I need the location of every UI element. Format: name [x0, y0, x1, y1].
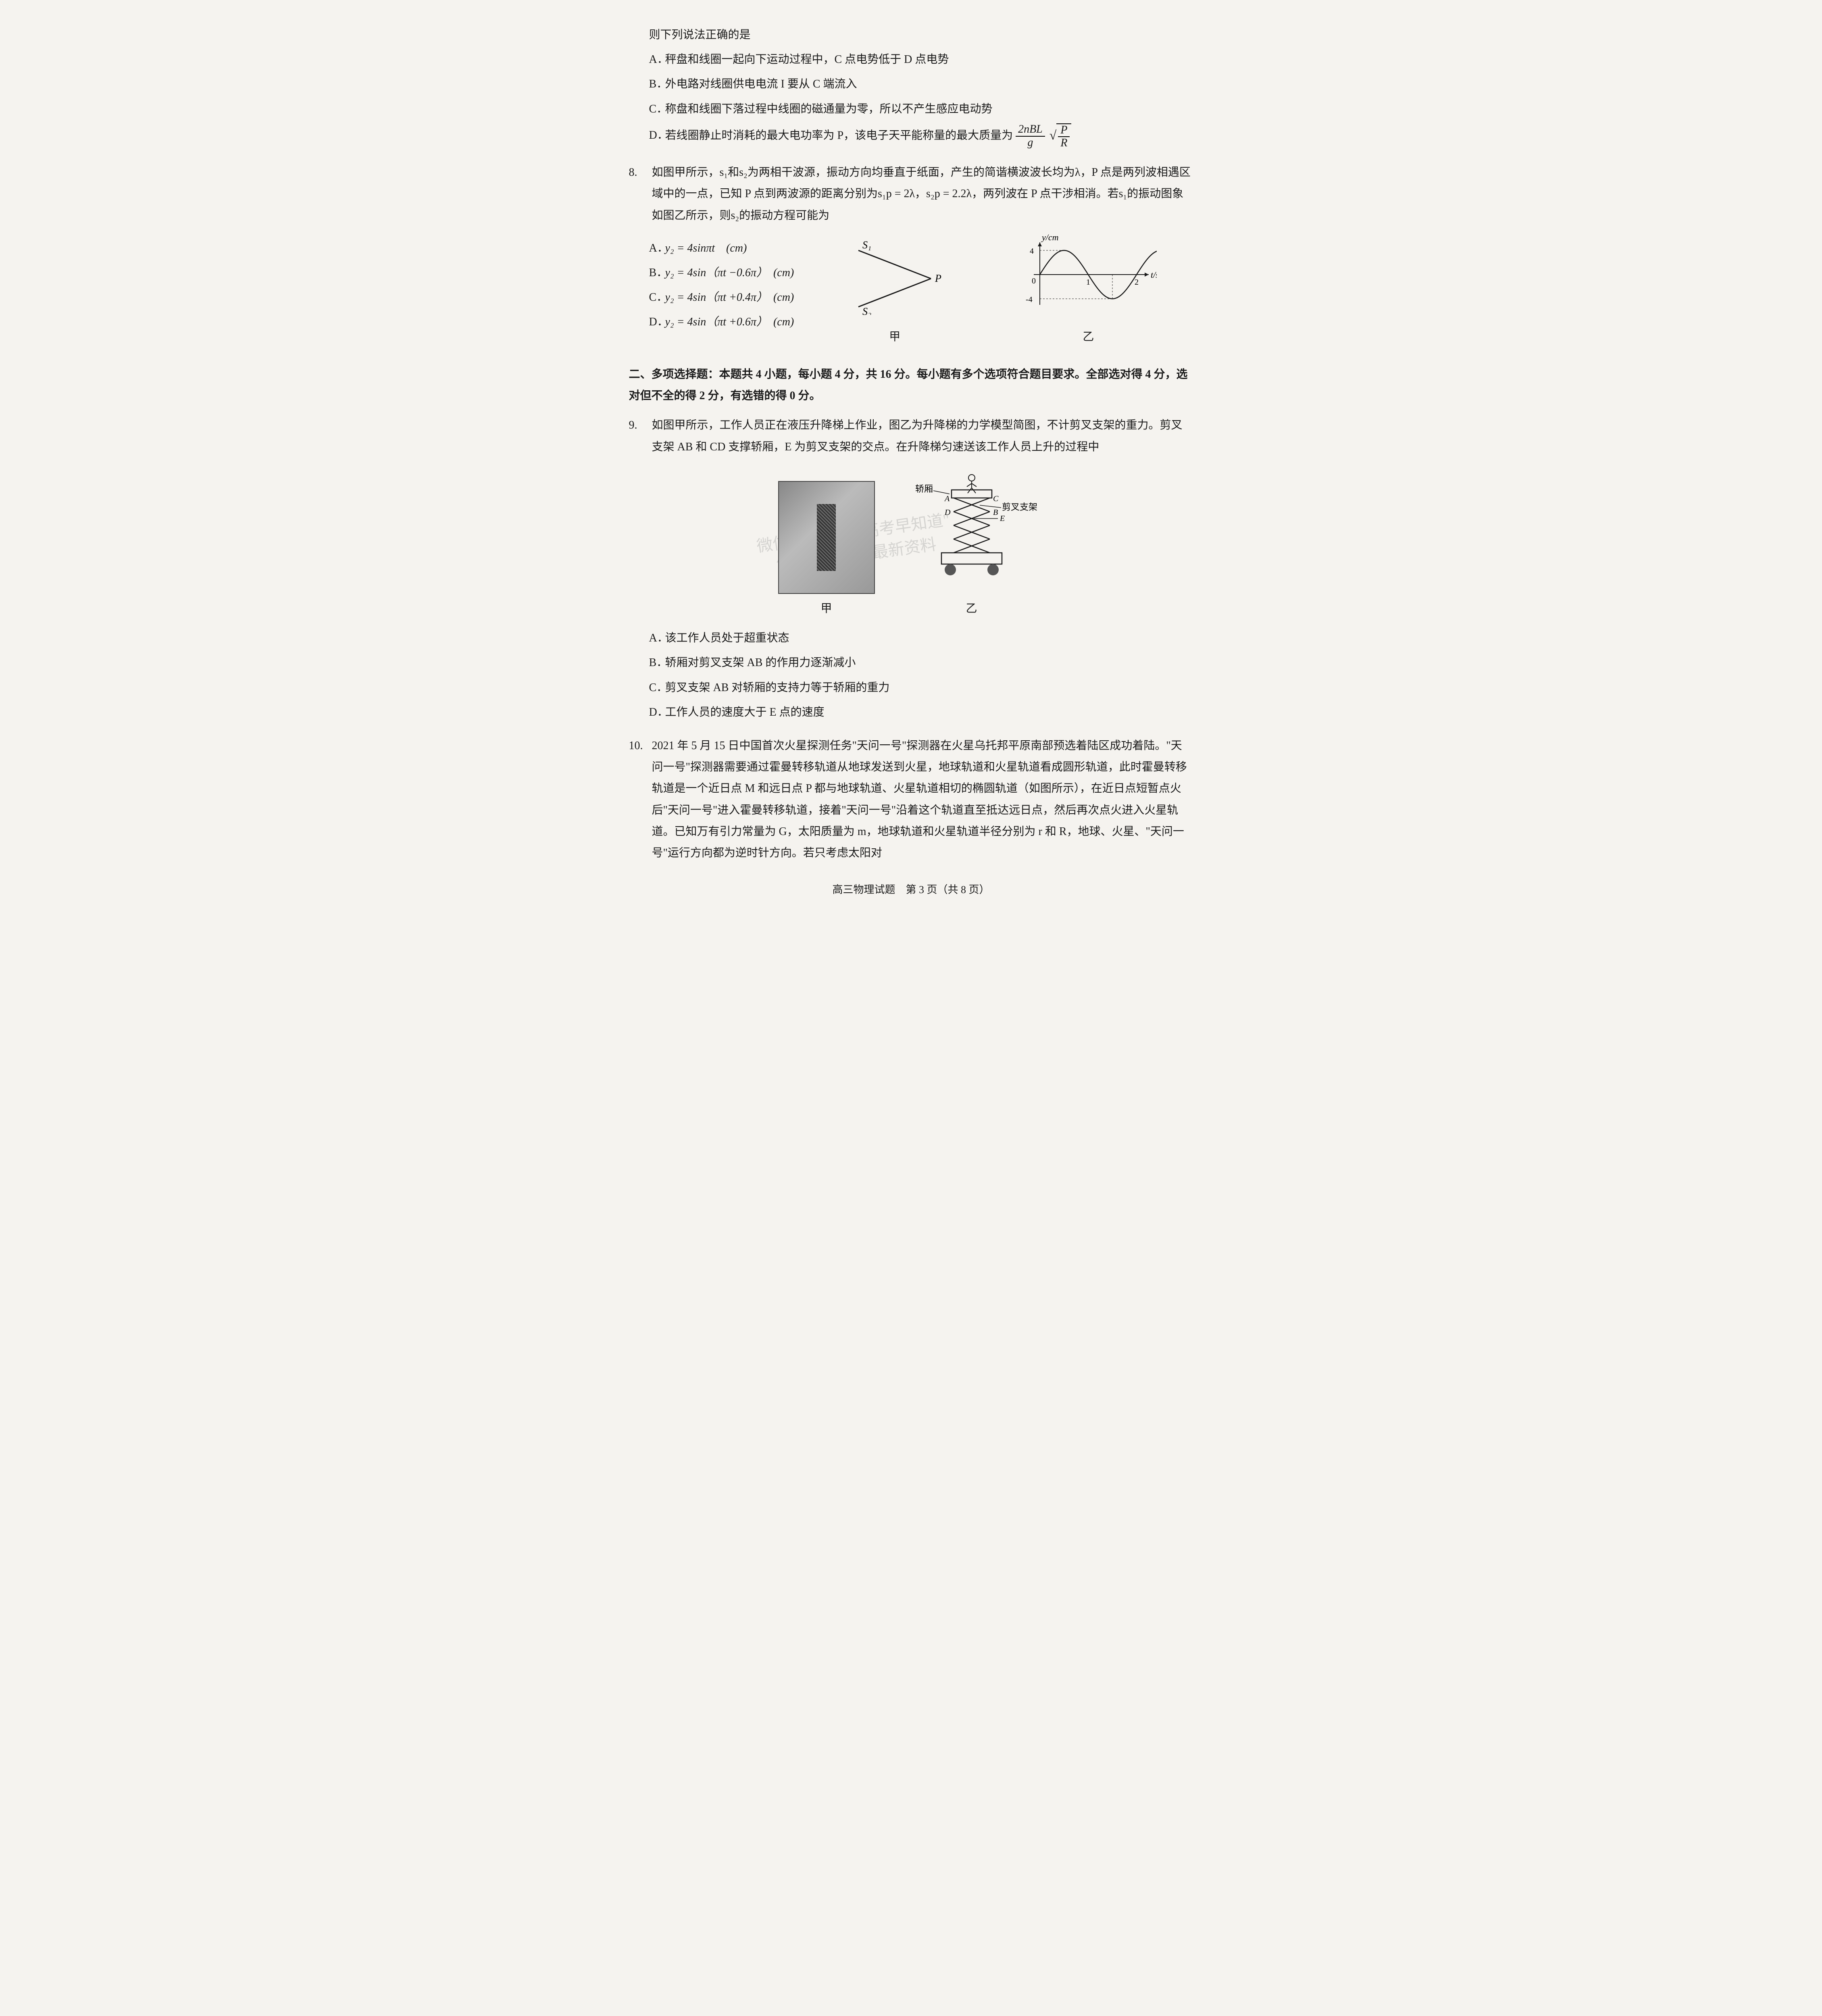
option-label: B． [649, 73, 665, 95]
diagram-label: 甲 [778, 598, 875, 619]
option-label: A． [649, 49, 665, 70]
diagram-label: 乙 [899, 598, 1044, 619]
diagram-yi-model: 轿厢 A C D BE 剪叉支架 乙 [899, 466, 1044, 619]
question-stem: 如图甲所示，s₁和s₂为两相干波源，振动方向均垂直于纸面，产生的简谐横波波长均为… [652, 162, 1192, 226]
svg-text:A: A [944, 494, 950, 503]
option-label: C． [649, 98, 665, 120]
section2-header: 二、多项选择题：本题共 4 小题，每小题 4 分，共 16 分。每小题有多个选项… [629, 364, 1193, 406]
question-number: 8. [629, 162, 649, 183]
q10: 10. 2021 年 5 月 15 日中国首次火星探测任务"天问一号"探测器在火… [629, 735, 1193, 864]
svg-text:-4: -4 [1026, 295, 1033, 304]
q8-diagrams: S₁ S₂ P 甲 y/cm t/s 4 -4 0 1 2 乙 [806, 234, 1193, 348]
q8-option-d: D．y₂ = 4sin（πt +0.6π） (cm) [629, 311, 794, 333]
q8: 8. 如图甲所示，s₁和s₂为两相干波源，振动方向均垂直于纸面，产生的简谐横波波… [629, 162, 1193, 348]
question-stem: 如图甲所示，工作人员正在液压升降梯上作业，图乙为升降梯的力学模型简图，不计剪叉支… [652, 414, 1192, 457]
svg-text:y/cm: y/cm [1041, 234, 1059, 242]
q7-option-a: A．秤盘和线圈一起向下运动过程中，C 点电势低于 D 点电势 [629, 49, 1193, 70]
diagram-jia: S₁ S₂ P 甲 [842, 238, 947, 348]
sine-wave-chart: y/cm t/s 4 -4 0 1 2 [1020, 234, 1157, 315]
q8-option-a: A．y₂ = 4sinπt (cm) [629, 237, 794, 259]
option-label: C． [649, 677, 665, 698]
option-label: D． [649, 702, 665, 723]
q7-stem: 则下列说法正确的是 [629, 24, 1193, 46]
question-number: 9. [629, 414, 649, 436]
diagram-label: 乙 [1020, 326, 1157, 348]
question-stem: 2021 年 5 月 15 日中国首次火星探测任务"天问一号"探测器在火星乌托邦… [652, 735, 1192, 864]
scissor-lift-diagram: 轿厢 A C D BE 剪叉支架 [899, 466, 1044, 587]
q9-option-b: B．轿厢对剪叉支架 AB 的作用力逐渐减小 [629, 652, 1193, 673]
option-text: 该工作人员处于超重状态 [665, 632, 789, 644]
option-text: y₂ = 4sin（πt +0.4π） (cm) [665, 291, 794, 304]
frac-num: P [1058, 124, 1070, 137]
svg-text:S₂: S₂ [862, 306, 871, 315]
svg-text:P: P [935, 273, 941, 284]
q9: 微信搜索程序 "高考早知道" 第一时间获取最新资料 9. 如图甲所示，工作人员正… [629, 414, 1193, 723]
svg-text:S₁: S₁ [862, 239, 871, 251]
svg-text:E: E [999, 514, 1005, 523]
svg-text:t/s: t/s [1151, 270, 1157, 280]
q10-stem-row: 10. 2021 年 5 月 15 日中国首次火星探测任务"天问一号"探测器在火… [629, 735, 1193, 864]
option-label: D． [649, 311, 665, 333]
svg-text:D: D [944, 508, 951, 517]
question-number: 10. [629, 735, 649, 756]
q9-stem-row: 9. 如图甲所示，工作人员正在液压升降梯上作业，图乙为升降梯的力学模型简图，不计… [629, 414, 1193, 457]
q9-diagrams: 甲 轿厢 A C D BE 剪叉支架 乙 [629, 466, 1193, 619]
fraction: P R [1058, 124, 1070, 150]
frac-num: 2nBL [1016, 123, 1045, 137]
sqrt: P R [1049, 123, 1072, 150]
scissor-lift-photo [778, 481, 875, 594]
q8-row: A．y₂ = 4sinπt (cm) B．y₂ = 4sin（πt −0.6π）… [629, 234, 1193, 348]
q8-option-c: C．y₂ = 4sin（πt +0.4π） (cm) [629, 287, 794, 308]
q7-option-d: D．若线圈静止时消耗的最大电功率为 P，该电子天平能称量的最大质量为 2nBL … [629, 123, 1193, 150]
diagram-yi: y/cm t/s 4 -4 0 1 2 乙 [1020, 234, 1157, 348]
option-text: 秤盘和线圈一起向下运动过程中，C 点电势低于 D 点电势 [665, 53, 949, 66]
svg-text:1: 1 [1086, 278, 1090, 287]
page-footer: 高三物理试题 第 3 页（共 8 页） [629, 880, 1193, 900]
svg-text:剪叉支架: 剪叉支架 [1002, 502, 1037, 512]
option-text: 外电路对线圈供电电流 I 要从 C 端流入 [665, 78, 857, 90]
option-label: B． [649, 652, 665, 673]
q9-option-c: C．剪叉支架 AB 对轿厢的支持力等于轿厢的重力 [629, 677, 1193, 698]
wave-source-diagram: S₁ S₂ P [842, 238, 947, 315]
q7-option-b: B．外电路对线圈供电电流 I 要从 C 端流入 [629, 73, 1193, 95]
q7-tail: 则下列说法正确的是 A．秤盘和线圈一起向下运动过程中，C 点电势低于 D 点电势… [629, 24, 1193, 150]
q8-option-b: B．y₂ = 4sin（πt −0.6π） (cm) [629, 262, 794, 283]
svg-text:4: 4 [1030, 247, 1034, 256]
option-text: 若线圈静止时消耗的最大电功率为 P，该电子天平能称量的最大质量为 [665, 129, 1013, 142]
svg-text:0: 0 [1032, 277, 1036, 285]
option-text: 称盘和线圈下落过程中线圈的磁通量为零，所以不产生感应电动势 [665, 103, 993, 115]
page-content: 则下列说法正确的是 A．秤盘和线圈一起向下运动过程中，C 点电势低于 D 点电势… [629, 24, 1193, 900]
option-label: A． [649, 627, 665, 649]
fraction: 2nBL g [1016, 123, 1045, 149]
option-label: A． [649, 237, 665, 259]
option-label: B． [649, 262, 665, 283]
svg-text:轿厢: 轿厢 [915, 484, 933, 494]
option-text: 工作人员的速度大于 E 点的速度 [665, 706, 825, 719]
diagram-jia-photo: 甲 [778, 481, 875, 619]
q7-option-c: C．称盘和线圈下落过程中线圈的磁通量为零，所以不产生感应电动势 [629, 98, 1193, 120]
diagram-label: 甲 [842, 326, 947, 348]
svg-text:C: C [993, 494, 999, 503]
option-text: y₂ = 4sinπt (cm) [665, 242, 747, 254]
option-label: C． [649, 287, 665, 308]
svg-text:B: B [993, 508, 998, 517]
q8-options: A．y₂ = 4sinπt (cm) B．y₂ = 4sin（πt −0.6π）… [629, 234, 794, 336]
q9-option-d: D．工作人员的速度大于 E 点的速度 [629, 702, 1193, 723]
svg-text:2: 2 [1135, 278, 1139, 287]
option-text: y₂ = 4sin（πt +0.6π） (cm) [665, 316, 794, 328]
option-text: 轿厢对剪叉支架 AB 的作用力逐渐减小 [665, 656, 856, 669]
frac-den: R [1058, 137, 1070, 150]
q9-option-a: A．该工作人员处于超重状态 [629, 627, 1193, 649]
option-label: D． [649, 125, 665, 146]
frac-den: g [1016, 137, 1045, 149]
option-text: y₂ = 4sin（πt −0.6π） (cm) [665, 267, 794, 279]
option-text: 剪叉支架 AB 对轿厢的支持力等于轿厢的重力 [665, 681, 890, 694]
q8-stem-row: 8. 如图甲所示，s₁和s₂为两相干波源，振动方向均垂直于纸面，产生的简谐横波波… [629, 162, 1193, 226]
